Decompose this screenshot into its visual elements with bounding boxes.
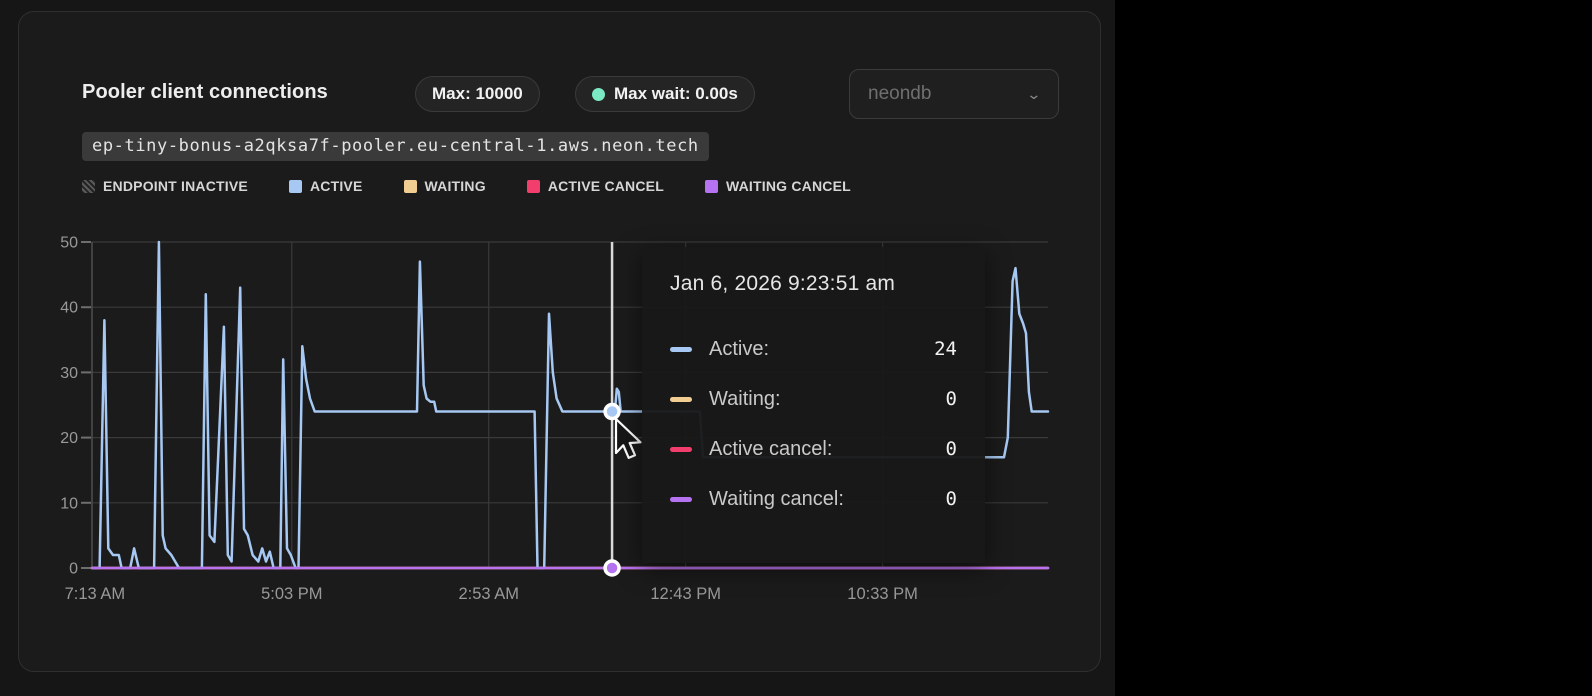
legend-item-active-cancel[interactable]: ACTIVE CANCEL <box>526 178 664 194</box>
max-connections-badge: Max: 10000 <box>415 76 540 112</box>
legend-item-waiting[interactable]: WAITING <box>403 178 486 194</box>
tooltip-timestamp: Jan 6, 2026 9:23:51 am <box>670 272 896 295</box>
waiting-cancel-swatch-icon <box>704 179 718 193</box>
active-swatch-icon <box>288 179 302 193</box>
active-dash-icon <box>670 346 692 352</box>
x-tick-label: 10:33 PM <box>847 585 918 603</box>
database-select-value: neondb <box>868 83 932 104</box>
tooltip-row-active-cancel: Active cancel: 0 <box>670 424 957 474</box>
waiting-cancel-dash-icon <box>670 496 692 502</box>
tooltip-rows: Active: 24 Waiting: 0 Active cancel: 0 W… <box>670 324 957 524</box>
y-tick-label: 50 <box>60 235 78 252</box>
endpoint-inactive-swatch-icon <box>82 179 95 193</box>
x-tick-label: 5:03 PM <box>261 585 322 603</box>
waiting-dash-icon <box>670 396 692 402</box>
waiting-swatch-icon <box>403 179 417 193</box>
tooltip-row-active: Active: 24 <box>670 324 957 374</box>
legend-item-waiting-cancel[interactable]: WAITING CANCEL <box>704 178 851 194</box>
y-tick-label: 0 <box>69 561 78 578</box>
max-wait-badge: Max wait: 0.00s <box>575 76 755 112</box>
max-badge-label: Max: 10000 <box>432 84 523 103</box>
legend-item-active[interactable]: ACTIVE <box>288 178 363 194</box>
x-tick-label: 2:53 AM <box>458 585 519 603</box>
y-tick-label: 40 <box>60 300 78 317</box>
page-title: Pooler client connections <box>82 81 328 103</box>
tooltip-row-waiting: Waiting: 0 <box>670 374 957 424</box>
database-select[interactable]: neondb ⌄ <box>849 69 1059 119</box>
y-tick-label: 10 <box>60 495 78 512</box>
active-point-marker[interactable] <box>603 402 621 421</box>
max-wait-badge-label: Max wait: 0.00s <box>614 84 738 103</box>
chevron-down-icon: ⌄ <box>1026 85 1042 102</box>
active-cancel-swatch-icon <box>526 179 540 193</box>
pooler-hostname: ep-tiny-bonus-a2qksa7f-pooler.eu-central… <box>82 132 709 161</box>
legend-item-endpoint-inactive[interactable]: ENDPOINT INACTIVE <box>82 178 248 194</box>
tooltip-row-waiting-cancel: Waiting cancel: 0 <box>670 474 957 524</box>
x-tick-label: 7:13 AM <box>65 585 126 603</box>
y-tick-label: 30 <box>60 365 78 382</box>
status-dot-icon <box>592 87 605 101</box>
chart-legend: ENDPOINT INACTIVE ACTIVE WAITING ACTIVE … <box>82 178 851 194</box>
y-tick-label: 20 <box>60 430 78 447</box>
x-tick-label: 12:43 PM <box>650 585 721 603</box>
mouse-cursor-icon <box>614 417 642 459</box>
chart-tooltip: Jan 6, 2026 9:23:51 am Active: 24 Waitin… <box>642 247 985 563</box>
active-cancel-dash-icon <box>670 446 692 452</box>
waiting-cancel-point-marker[interactable] <box>603 559 621 577</box>
